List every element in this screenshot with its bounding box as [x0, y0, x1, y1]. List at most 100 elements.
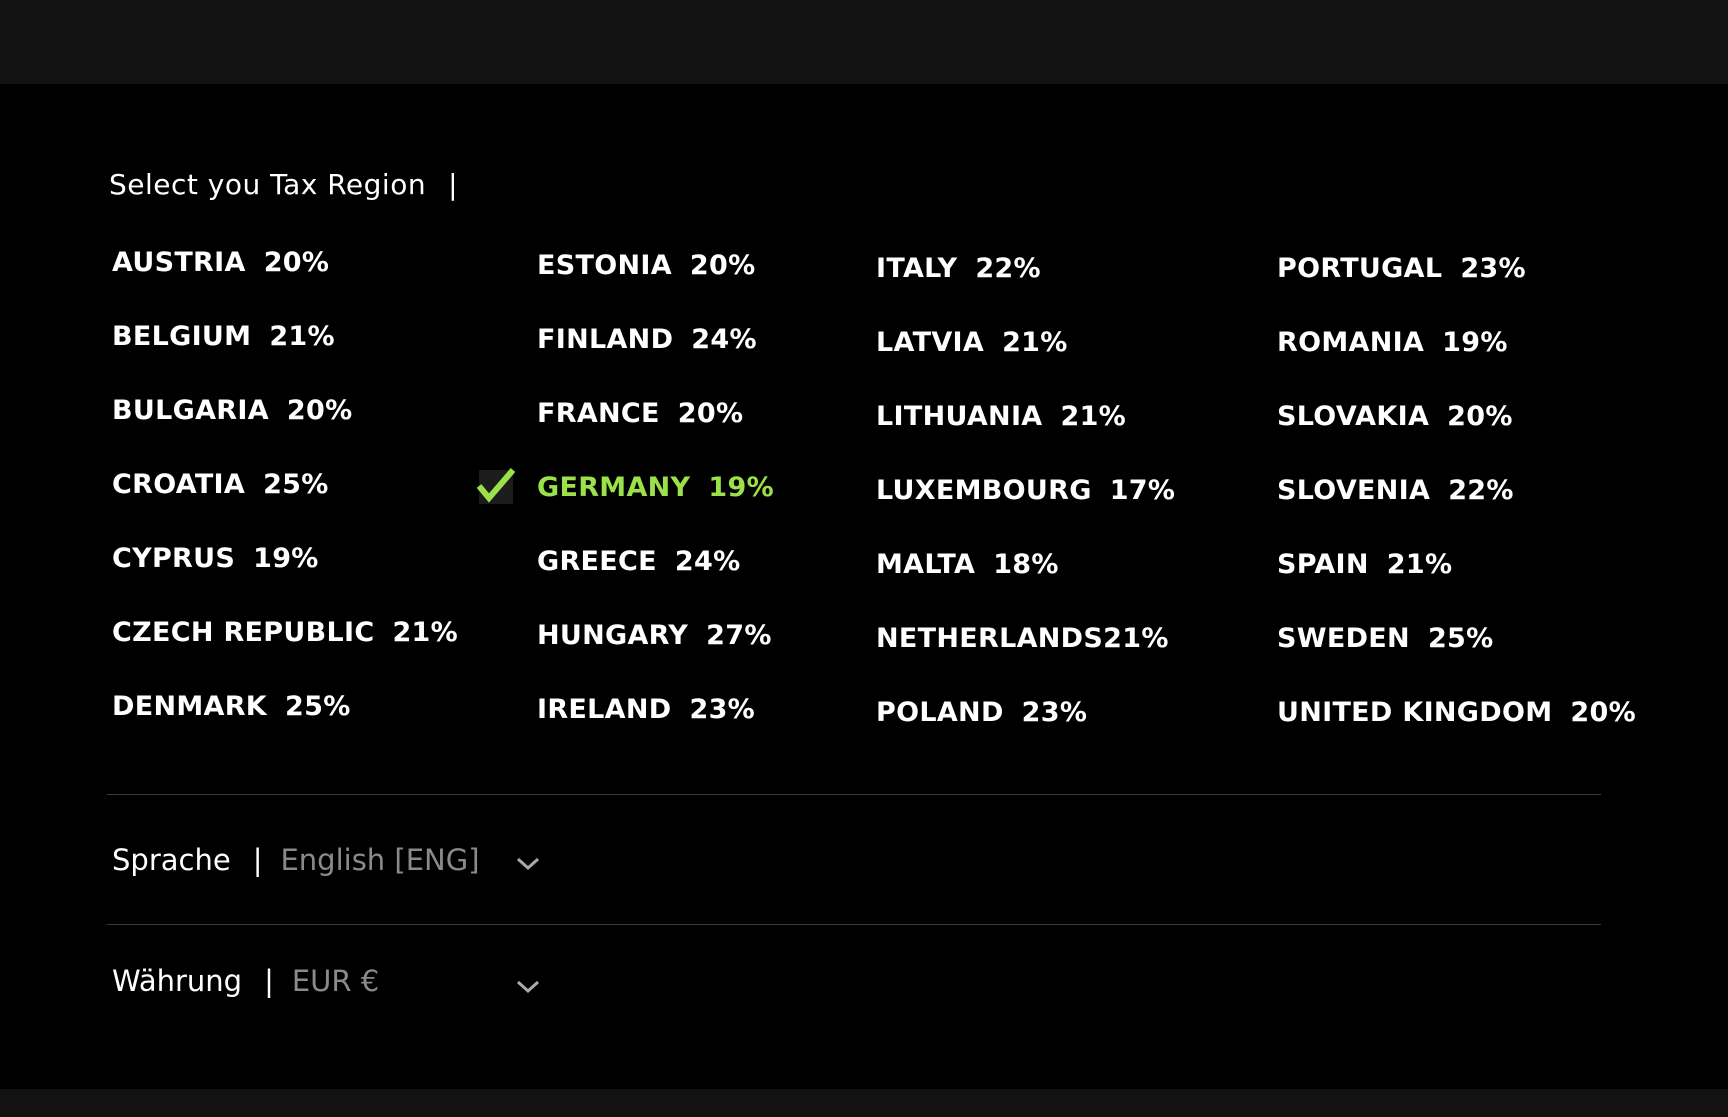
language-setting[interactable]: Sprache | English [ENG] [112, 843, 480, 877]
region-rate: 17% [1109, 475, 1176, 506]
region-rate: 20% [1570, 697, 1636, 728]
region-rate: 21% [269, 321, 335, 352]
region-option[interactable]: UNITED KINGDOM 20% [1277, 697, 1636, 728]
region-rate: 21% [1386, 549, 1453, 580]
region-option[interactable]: LUXEMBOURG 17% [876, 475, 1175, 506]
region-option[interactable]: POLAND 23% [876, 697, 1087, 728]
region-name: CROATIA [112, 469, 246, 500]
region-name: LUXEMBOURG [876, 475, 1092, 506]
region-name: NETHERLANDS [876, 623, 1104, 654]
region-option[interactable]: ROMANIA 19% [1277, 327, 1508, 358]
region-option[interactable]: BULGARIA 20% [112, 395, 352, 426]
region-name: SPAIN [1277, 549, 1369, 580]
region-rate: 20% [1447, 401, 1513, 432]
value: English [ENG] [280, 843, 480, 877]
region-option[interactable]: AUSTRIA 20% [112, 247, 329, 278]
region-rate: 19% [1442, 327, 1508, 358]
section-title: Select you Tax Region | [109, 168, 458, 201]
region-rate: 25% [1427, 623, 1494, 654]
region-rate: 19% [708, 472, 774, 503]
region-name: HUNGARY [537, 620, 689, 651]
region-option[interactable]: PORTUGAL 23% [1277, 253, 1526, 284]
region-rate: 25% [285, 691, 351, 722]
region-name: DENMARK [112, 691, 268, 722]
region-rate: 20% [677, 398, 744, 429]
region-rate: 21% [392, 617, 458, 648]
region-rate: 23% [1460, 253, 1526, 284]
region-rate: 25% [263, 469, 329, 500]
region-name: ROMANIA [1277, 327, 1425, 358]
region-option[interactable]: DENMARK 25% [112, 691, 351, 722]
region-option[interactable]: LATVIA 21% [876, 327, 1068, 358]
region-name: SLOVENIA [1277, 475, 1431, 506]
region-rate: 24% [674, 546, 741, 577]
region-rate: 22% [975, 253, 1041, 284]
title-text: Select you Tax Region [109, 168, 427, 201]
region-name: ITALY [876, 253, 958, 284]
region-option[interactable]: ESTONIA 20% [537, 250, 755, 281]
separator: | [264, 964, 274, 998]
region-name: GERMANY [537, 472, 691, 503]
region-rate: 19% [253, 543, 319, 574]
top-bar [0, 0, 1728, 84]
region-name: MALTA [876, 549, 976, 580]
region-option[interactable]: CYPRUS 19% [112, 543, 319, 574]
region-rate: 20% [263, 247, 330, 278]
region-option[interactable]: SLOVENIA 22% [1277, 475, 1514, 506]
dropdown-chevron[interactable] [515, 978, 541, 994]
region-name: CZECH REPUBLIC [112, 617, 375, 648]
region-name: CYPRUS [112, 543, 236, 574]
region-option[interactable]: SPAIN 21% [1277, 549, 1452, 580]
region-name: IRELAND [537, 694, 672, 725]
region-name: GREECE [537, 546, 657, 577]
region-rate: 23% [689, 694, 756, 725]
label: Währung [112, 964, 243, 998]
region-option[interactable]: GREECE 24% [537, 546, 740, 577]
region-option[interactable]: GERMANY 19% [476, 468, 774, 504]
region-rate: 20% [286, 395, 353, 426]
separator: | [448, 168, 459, 201]
region-option[interactable]: LITHUANIA 21% [876, 401, 1126, 432]
region-name: FINLAND [537, 324, 674, 355]
region-option[interactable]: ITALY 22% [876, 253, 1041, 284]
region-name: ESTONIA [537, 250, 672, 281]
region-name: UNITED KINGDOM [1277, 697, 1553, 728]
region-option[interactable]: BELGIUM 21% [112, 321, 335, 352]
region-option[interactable]: HUNGARY 27% [537, 620, 772, 651]
dropdown-chevron[interactable] [515, 855, 541, 871]
value: EUR € [291, 964, 380, 998]
region-rate: 21% [1060, 401, 1127, 432]
divider [107, 924, 1601, 925]
currency-setting[interactable]: Währung | EUR € [112, 964, 379, 998]
region-rate: 27% [706, 620, 772, 651]
region-name: FRANCE [537, 398, 660, 429]
region-name: LATVIA [876, 327, 985, 358]
region-name: BELGIUM [112, 321, 252, 352]
region-rate: 21% [1002, 327, 1068, 358]
region-option[interactable]: FRANCE 20% [537, 398, 743, 429]
label: Sprache [112, 843, 231, 877]
region-option[interactable]: SWEDEN 25% [1277, 623, 1493, 654]
region-option[interactable]: IRELAND 23% [537, 694, 755, 725]
region-rate: 22% [1448, 475, 1514, 506]
region-rate: 21% [1103, 623, 1169, 654]
region-name: POLAND [876, 697, 1004, 728]
check-icon [476, 468, 515, 504]
bottom-bar [0, 1089, 1728, 1117]
region-rate: 23% [1021, 697, 1088, 728]
region-rate: 18% [993, 549, 1059, 580]
region-name: SWEDEN [1277, 623, 1410, 654]
region-rate: 20% [689, 250, 756, 281]
region-option[interactable]: CROATIA 25% [112, 469, 329, 500]
divider [107, 794, 1601, 795]
region-option[interactable]: CZECH REPUBLIC 21% [112, 617, 458, 648]
region-option[interactable]: NETHERLANDS21% [876, 623, 1169, 654]
region-option[interactable]: SLOVAKIA 20% [1277, 401, 1513, 432]
region-name: PORTUGAL [1277, 253, 1443, 284]
region-name: BULGARIA [112, 395, 269, 426]
region-name: LITHUANIA [876, 401, 1043, 432]
region-option[interactable]: FINLAND 24% [537, 324, 757, 355]
separator: | [252, 843, 263, 877]
region-option[interactable]: MALTA 18% [876, 549, 1059, 580]
